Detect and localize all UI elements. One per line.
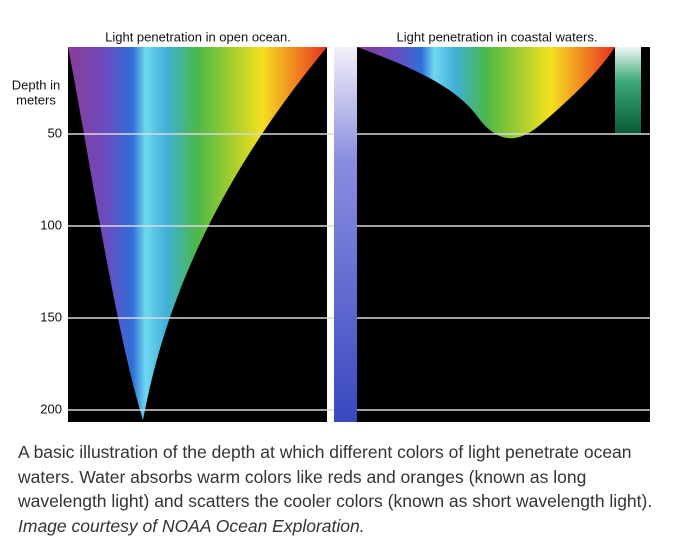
tick-label: 200	[40, 401, 62, 416]
depth-grid	[68, 133, 650, 411]
light-strip	[334, 47, 357, 422]
axis-label: meters	[16, 92, 56, 107]
tick-label: 50	[48, 125, 62, 140]
coastal-spectrum	[357, 47, 615, 139]
caption: A basic illustration of the depth at whi…	[18, 440, 668, 538]
caption-text: A basic illustration of the depth at whi…	[18, 442, 653, 511]
axis-label: Depth in	[12, 77, 60, 92]
tick-label: 100	[40, 217, 62, 232]
caption-credit: Image courtesy of NOAA Ocean Exploration…	[18, 515, 365, 536]
panel-title: Light penetration in open ocean.	[105, 29, 291, 44]
open-ocean-spectrum	[68, 47, 327, 420]
panel-title: Light penetration in coastal waters.	[397, 29, 598, 44]
tick-label: 150	[40, 309, 62, 324]
coastal-green-strip	[615, 47, 641, 134]
illustration: Light penetration in open ocean. Light p…	[12, 29, 650, 422]
